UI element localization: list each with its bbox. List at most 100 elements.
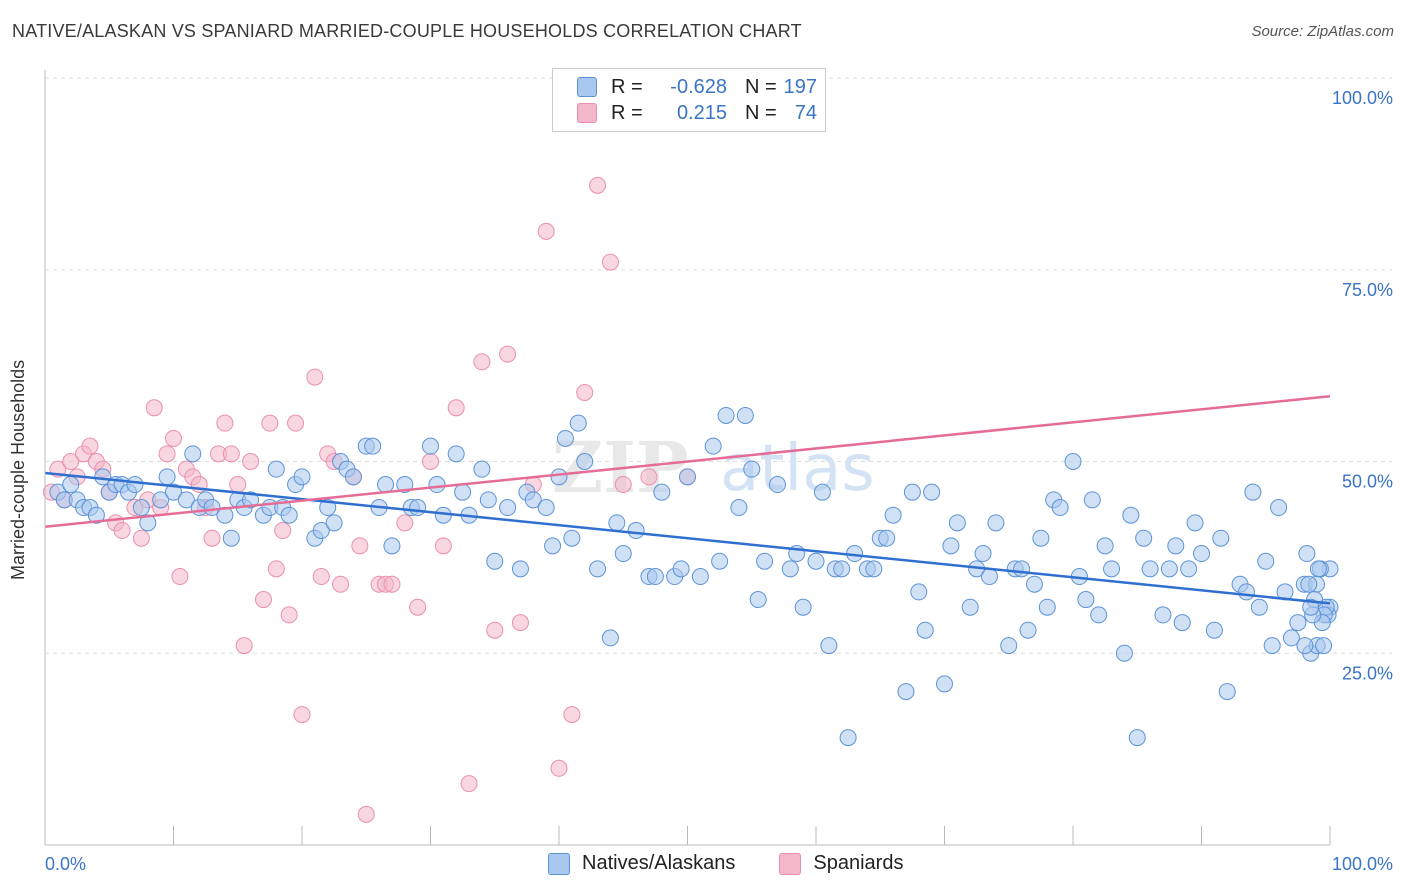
natives-point	[916, 621, 934, 639]
natives-point	[511, 560, 529, 578]
spaniards-point	[589, 176, 607, 194]
spaniards-point	[383, 575, 401, 593]
spaniards-point	[274, 522, 292, 540]
natives-point	[1302, 598, 1320, 616]
natives-point	[177, 491, 195, 509]
natives-point	[499, 499, 517, 517]
natives-point	[1193, 545, 1210, 563]
n-label: N =	[745, 101, 777, 124]
chart-source: Source: ZipAtlas.com	[1251, 23, 1394, 40]
natives-point	[794, 598, 812, 616]
natives-point	[743, 460, 761, 478]
natives-point	[537, 499, 555, 517]
natives-point	[756, 552, 774, 570]
natives-point	[524, 491, 542, 509]
natives-point	[1077, 591, 1095, 609]
natives-point	[569, 414, 587, 432]
natives-point	[1160, 560, 1178, 578]
natives-point	[601, 629, 619, 647]
spaniards-point	[357, 805, 375, 823]
spaniards-point	[351, 537, 369, 555]
natives-point	[325, 514, 343, 532]
natives-point	[1083, 491, 1101, 509]
spaniards-point	[203, 529, 221, 547]
n-value-spaniards: 74	[794, 101, 817, 124]
stats-legend: R = -0.628 N = 197 R = 0.215 N = 74	[552, 68, 826, 132]
natives-point	[312, 522, 330, 540]
spaniards-point	[409, 598, 427, 616]
spaniards-point	[132, 529, 150, 547]
natives-point	[544, 537, 562, 555]
spaniards-point	[145, 399, 163, 417]
natives-point	[1237, 583, 1255, 601]
legend-row-natives: R = -0.628 N = 197	[577, 74, 817, 100]
natives-point	[614, 545, 632, 563]
natives-point	[1173, 614, 1191, 632]
spaniards-point	[158, 445, 176, 463]
natives-point	[1186, 514, 1204, 532]
spaniards-point	[62, 453, 80, 470]
natives-point	[878, 529, 896, 547]
natives-point	[409, 499, 427, 517]
spaniards-point	[332, 575, 350, 593]
spaniards-point	[171, 568, 189, 586]
natives-point	[813, 483, 831, 501]
natives-point	[126, 476, 144, 494]
spaniards-point	[434, 537, 452, 555]
natives-point	[1270, 499, 1288, 517]
natives-point	[653, 483, 671, 501]
natives-legend-swatch	[548, 852, 570, 875]
natives-point	[923, 483, 941, 501]
natives-point	[396, 476, 414, 494]
spaniards-point	[614, 476, 632, 494]
spaniards-point	[486, 621, 504, 639]
legend-item-natives[interactable]: Natives/Alaskans	[548, 852, 735, 875]
n-value-natives: 197	[783, 75, 817, 98]
natives-point	[550, 468, 568, 486]
natives-point	[203, 499, 221, 517]
natives-point	[563, 529, 581, 547]
natives-point	[473, 460, 491, 478]
natives-point	[383, 537, 401, 555]
natives-point	[948, 514, 966, 532]
natives-point	[152, 491, 170, 509]
natives-point	[87, 506, 105, 524]
natives-point	[62, 476, 80, 494]
natives-point	[1000, 637, 1018, 655]
natives-point	[1013, 560, 1031, 578]
natives-point	[936, 675, 953, 693]
natives-point	[672, 560, 690, 578]
spaniards-point	[165, 429, 182, 447]
natives-point	[820, 637, 838, 655]
natives-point	[1315, 637, 1333, 655]
natives-point	[293, 468, 311, 486]
spaniards-point	[306, 368, 324, 386]
natives-point	[691, 568, 709, 586]
natives-point	[1205, 621, 1223, 639]
r-label: R =	[611, 75, 643, 98]
y-axis-label: Married-couple Households	[8, 359, 28, 580]
spaniards-point	[601, 253, 619, 271]
natives-point	[479, 491, 497, 509]
natives-point	[1300, 575, 1318, 593]
natives-point	[749, 591, 767, 609]
natives-point	[980, 568, 998, 586]
natives-point	[961, 598, 979, 616]
natives-point	[1090, 606, 1108, 624]
legend-item-spaniards[interactable]: Spaniards	[779, 852, 903, 875]
natives-point	[865, 560, 883, 578]
natives-point	[556, 429, 574, 447]
spaniards-point	[287, 414, 305, 432]
legend-label-spaniards: Spaniards	[813, 852, 904, 874]
natives-point	[1025, 575, 1043, 593]
natives-point	[1096, 537, 1114, 555]
spaniards-point	[216, 414, 234, 432]
spaniards-point	[261, 414, 279, 432]
natives-point	[711, 552, 729, 570]
spaniards-point	[396, 514, 414, 532]
spaniards-point	[267, 560, 285, 578]
natives-point	[679, 468, 696, 486]
natives-point	[903, 483, 921, 501]
natives-point	[486, 552, 504, 570]
natives-point	[1032, 529, 1050, 547]
